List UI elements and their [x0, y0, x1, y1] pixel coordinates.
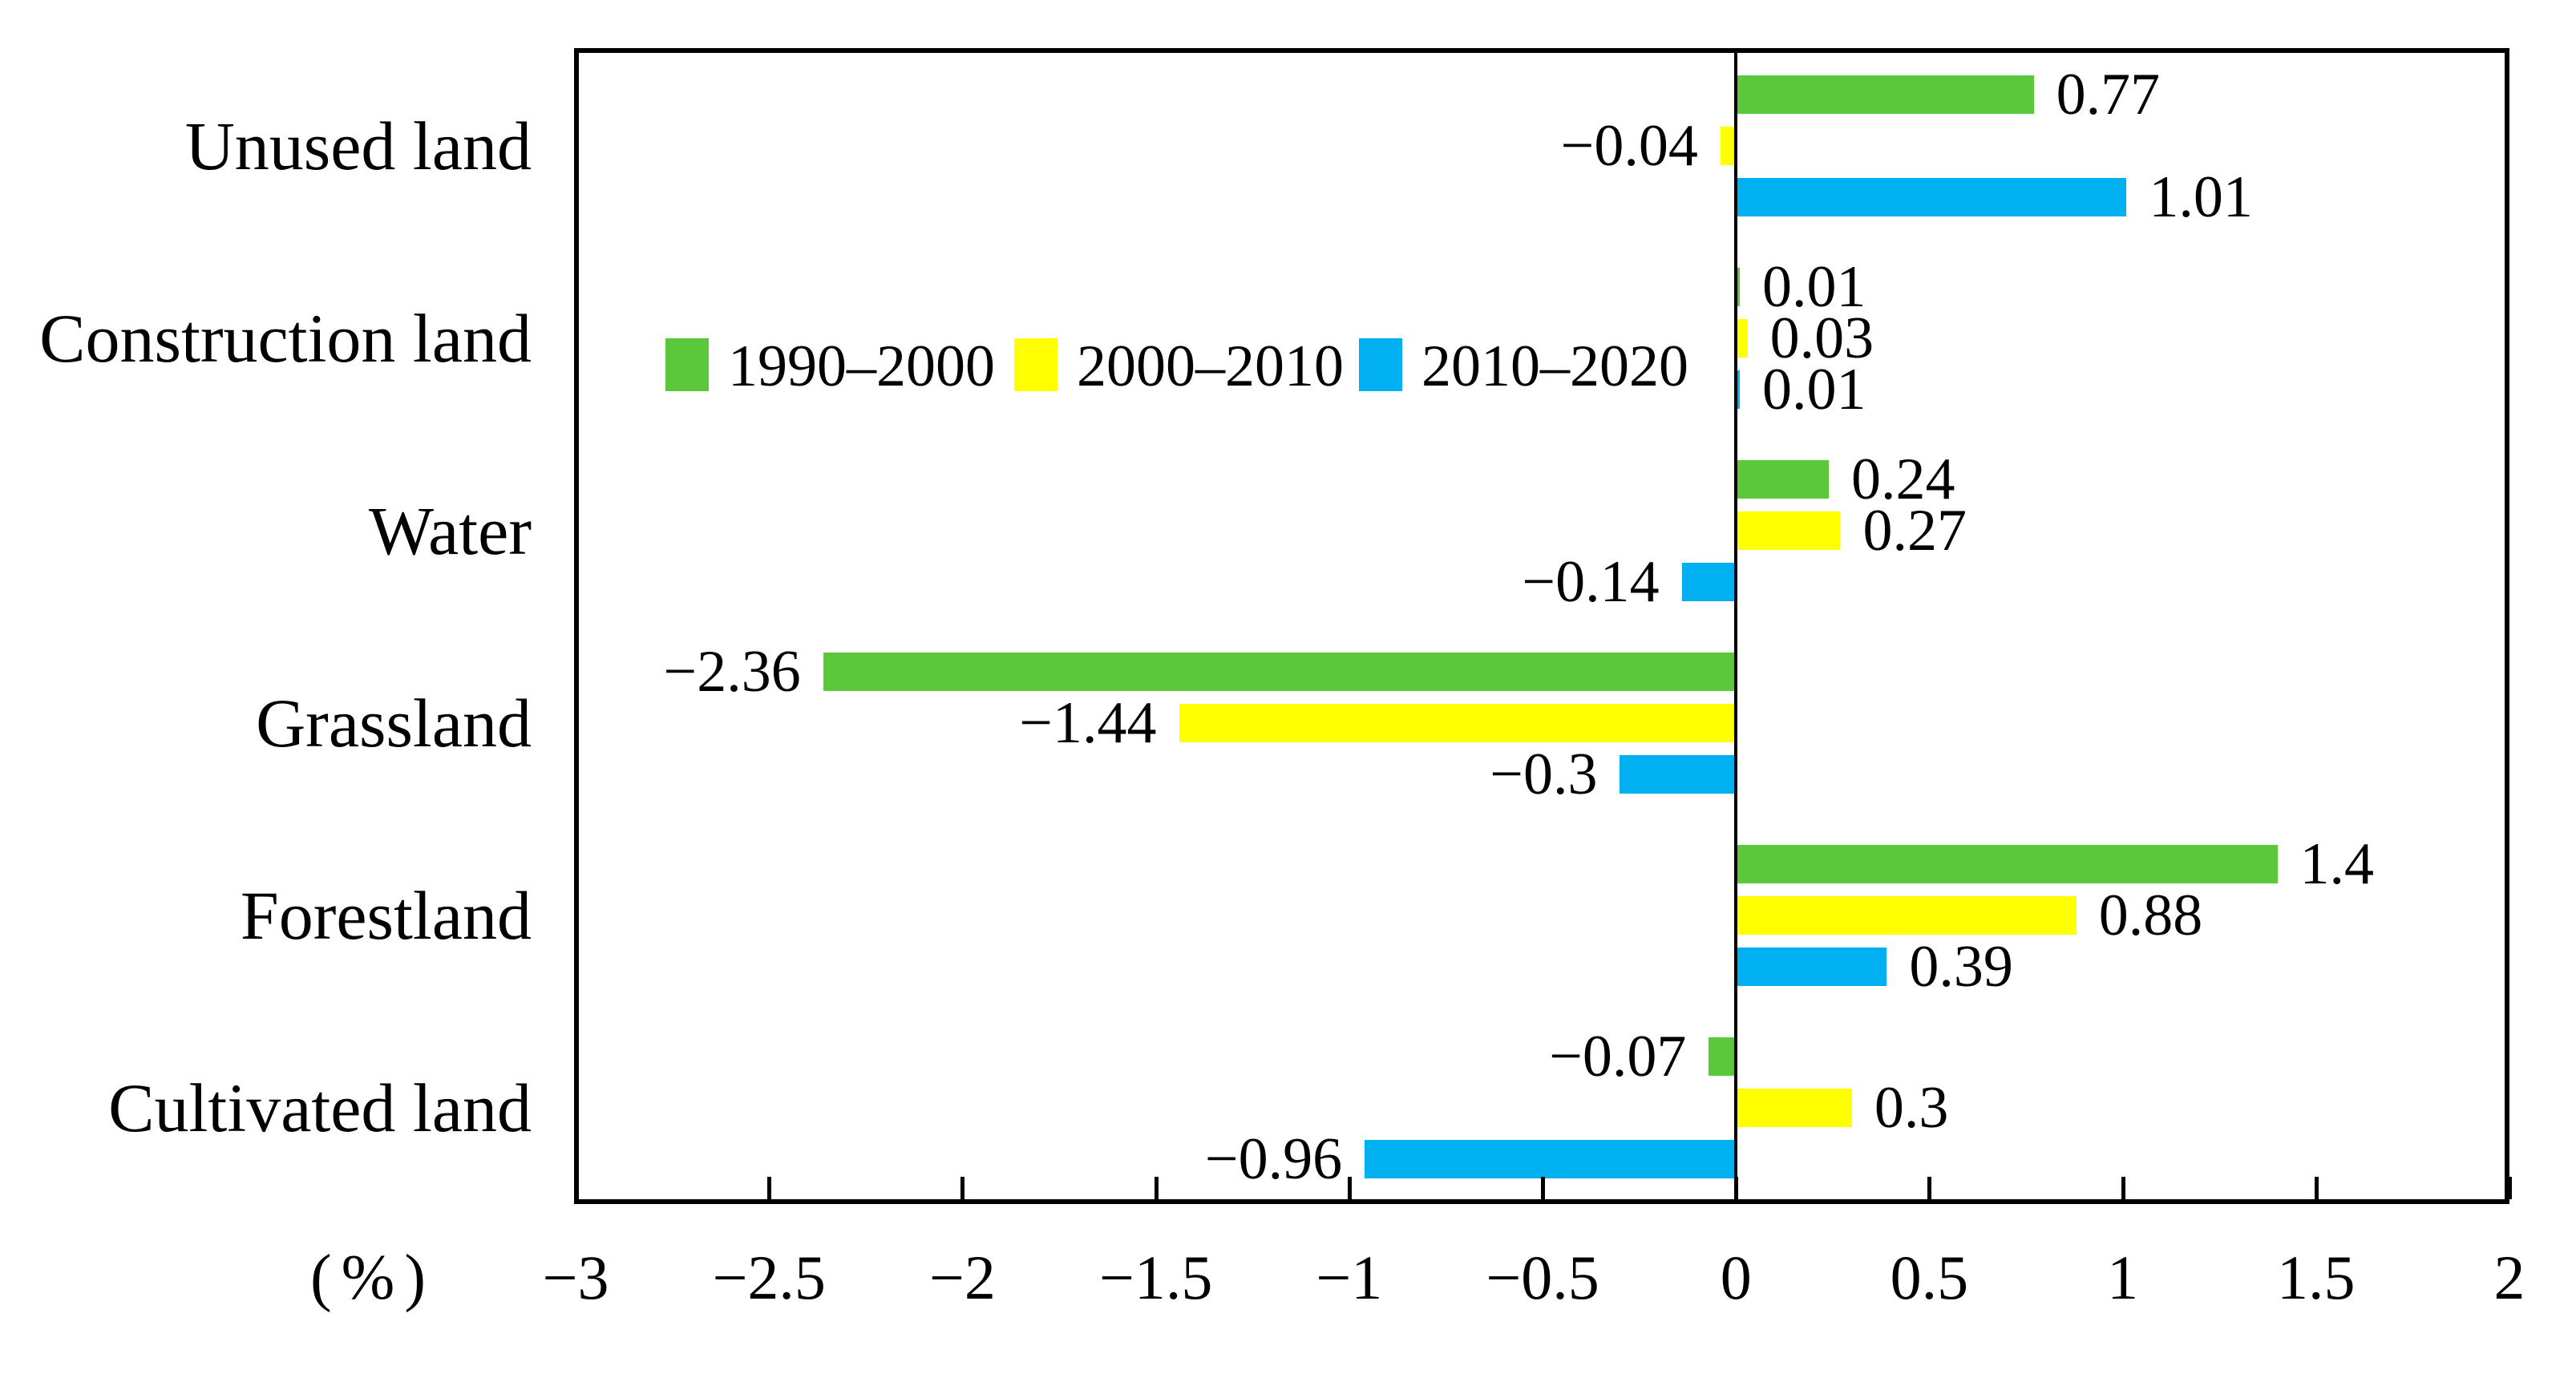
value-label: 0.01: [1762, 254, 1866, 320]
value-label: 0.03: [1769, 305, 1874, 371]
value-label: −0.96: [1204, 1126, 1343, 1192]
value-label: −1.44: [1019, 690, 1157, 756]
legend-swatch: [1359, 338, 1402, 391]
legend-label: 2000–2010: [1077, 333, 1344, 399]
legend-label: 1990–2000: [728, 333, 995, 399]
tick-mark: [767, 1177, 772, 1199]
value-label: −0.14: [1522, 549, 1660, 615]
value-label: 1.01: [2149, 164, 2253, 230]
tick-label: −0.5: [1486, 1243, 1599, 1312]
category-label: Water: [368, 492, 532, 569]
tick-label: −1: [1316, 1243, 1383, 1312]
tick-mark: [574, 1177, 578, 1199]
value-label: 0.77: [2056, 62, 2161, 127]
bar: [1709, 1037, 1737, 1076]
category-label: Unused land: [184, 107, 532, 184]
tick-label: 1.5: [2277, 1243, 2356, 1312]
tick-mark: [1347, 1177, 1352, 1199]
tick-mark: [960, 1177, 965, 1199]
value-label: −2.36: [663, 639, 801, 705]
value-label: 0.27: [1862, 498, 1967, 564]
value-label: 0.39: [1909, 934, 2013, 1000]
bar: [1179, 704, 1737, 742]
tick-label: −2: [928, 1243, 996, 1312]
bar: [1736, 268, 1740, 306]
legend-label: 2010–2020: [1421, 333, 1688, 399]
plot-area: [574, 48, 2509, 1204]
bar: [1736, 75, 2034, 114]
x-axis-unit-label: (%): [310, 1243, 435, 1313]
value-label: −0.04: [1560, 113, 1698, 179]
category-label: Grassland: [256, 685, 532, 762]
bar: [1736, 511, 1841, 550]
category-label: Forestland: [240, 877, 532, 954]
bar: [1736, 319, 1748, 358]
tick-label: 0.5: [1890, 1243, 1969, 1312]
bar: [1736, 460, 1829, 499]
bar: [1736, 178, 2127, 216]
value-label: −0.07: [1549, 1024, 1687, 1089]
bar: [1736, 370, 1740, 409]
value-label: −0.3: [1490, 742, 1598, 807]
tick-label: −1.5: [1098, 1243, 1213, 1312]
tick-mark: [1541, 1177, 1545, 1199]
legend-swatch: [665, 338, 709, 391]
legend-swatch: [1014, 338, 1057, 391]
bar: [1736, 948, 1887, 986]
bar: [1736, 896, 2077, 935]
category-label: Construction land: [39, 300, 532, 377]
bar: [1620, 755, 1737, 794]
value-label: 0.3: [1874, 1075, 1949, 1141]
tick-label: 2: [2493, 1243, 2525, 1312]
zero-axis-line: [1734, 53, 1738, 1199]
tick-mark: [2121, 1177, 2125, 1199]
tick-mark: [1154, 1177, 1159, 1199]
bar: [1736, 1089, 1852, 1127]
bar: [1736, 845, 2278, 883]
bar: [1681, 563, 1737, 601]
value-label: 0.88: [2098, 883, 2203, 948]
value-label: 0.01: [1762, 357, 1866, 422]
tick-mark: [1927, 1177, 1932, 1199]
tick-label: 1: [2107, 1243, 2139, 1312]
bar: [1720, 127, 1737, 165]
tick-label: 0: [1720, 1243, 1752, 1312]
tick-label: −3: [542, 1243, 609, 1312]
tick-label: −2.5: [712, 1243, 826, 1312]
category-label: Cultivated land: [108, 1069, 532, 1146]
bar: [1365, 1140, 1737, 1178]
bar: [823, 653, 1737, 691]
value-label: 0.24: [1850, 447, 1955, 512]
tick-mark: [1734, 1177, 1739, 1199]
tick-mark: [2314, 1177, 2319, 1199]
tick-mark: [2508, 1177, 2512, 1199]
value-label: 1.4: [2299, 831, 2375, 897]
